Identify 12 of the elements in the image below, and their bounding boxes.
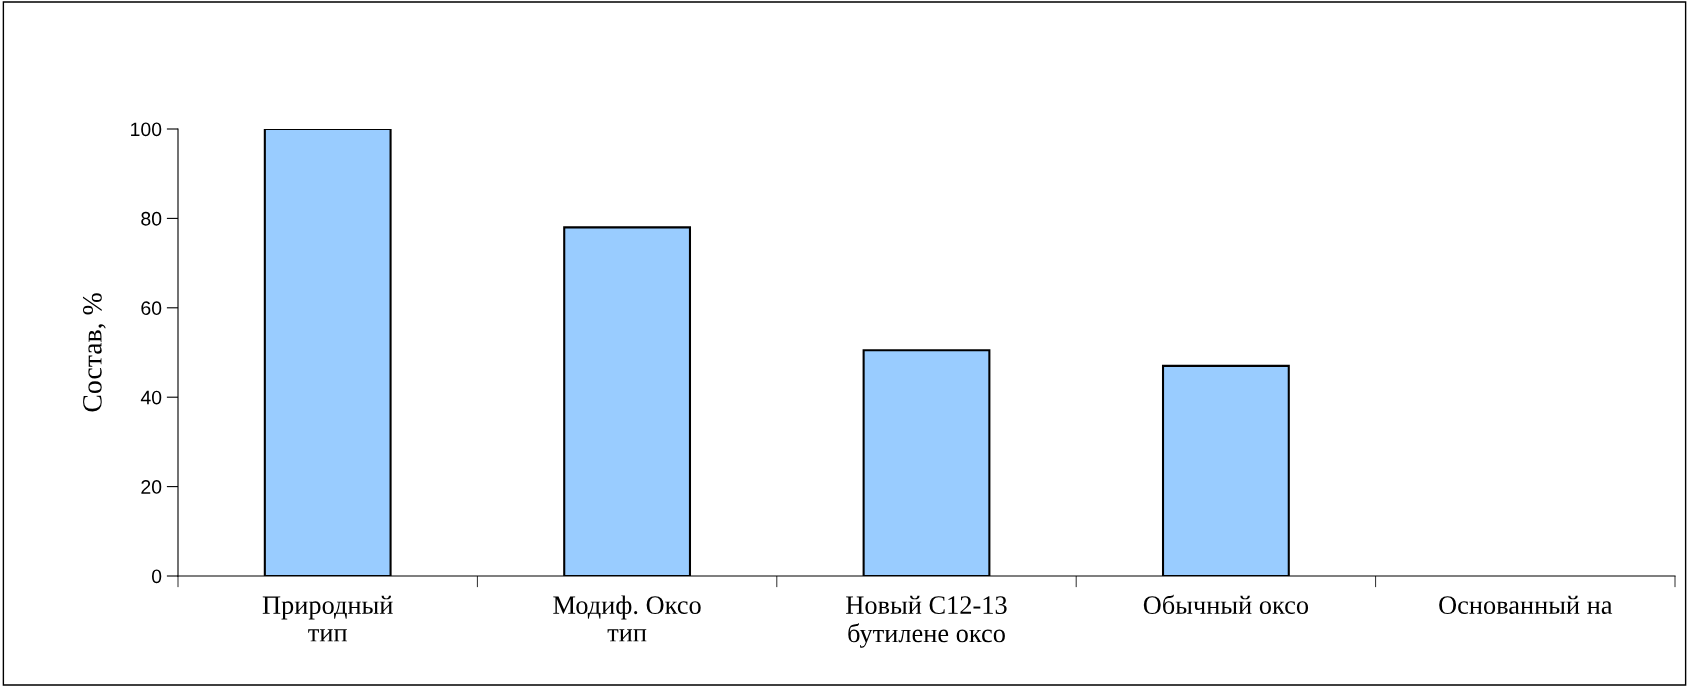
x-tick-label: Основанный на (1439, 595, 1613, 615)
y-tick-label: 100 (131, 122, 162, 137)
y-tick-label: 20 (141, 480, 162, 494)
y-tick-label: 60 (141, 301, 162, 316)
y-tick-label: 0 (151, 569, 162, 584)
x-tick-label: Новый C12-13 бутилене оксо (846, 595, 1007, 648)
y-tick-label: 80 (141, 211, 162, 226)
y-axis-title: Состав, % (82, 293, 106, 412)
x-tick-label: Природный тип (262, 595, 393, 642)
x-tick-label: Обычный оксо (1143, 594, 1309, 615)
x-tick-label: Модиф. Оксо тип (553, 595, 701, 642)
y-tick-label: 40 (140, 390, 162, 405)
